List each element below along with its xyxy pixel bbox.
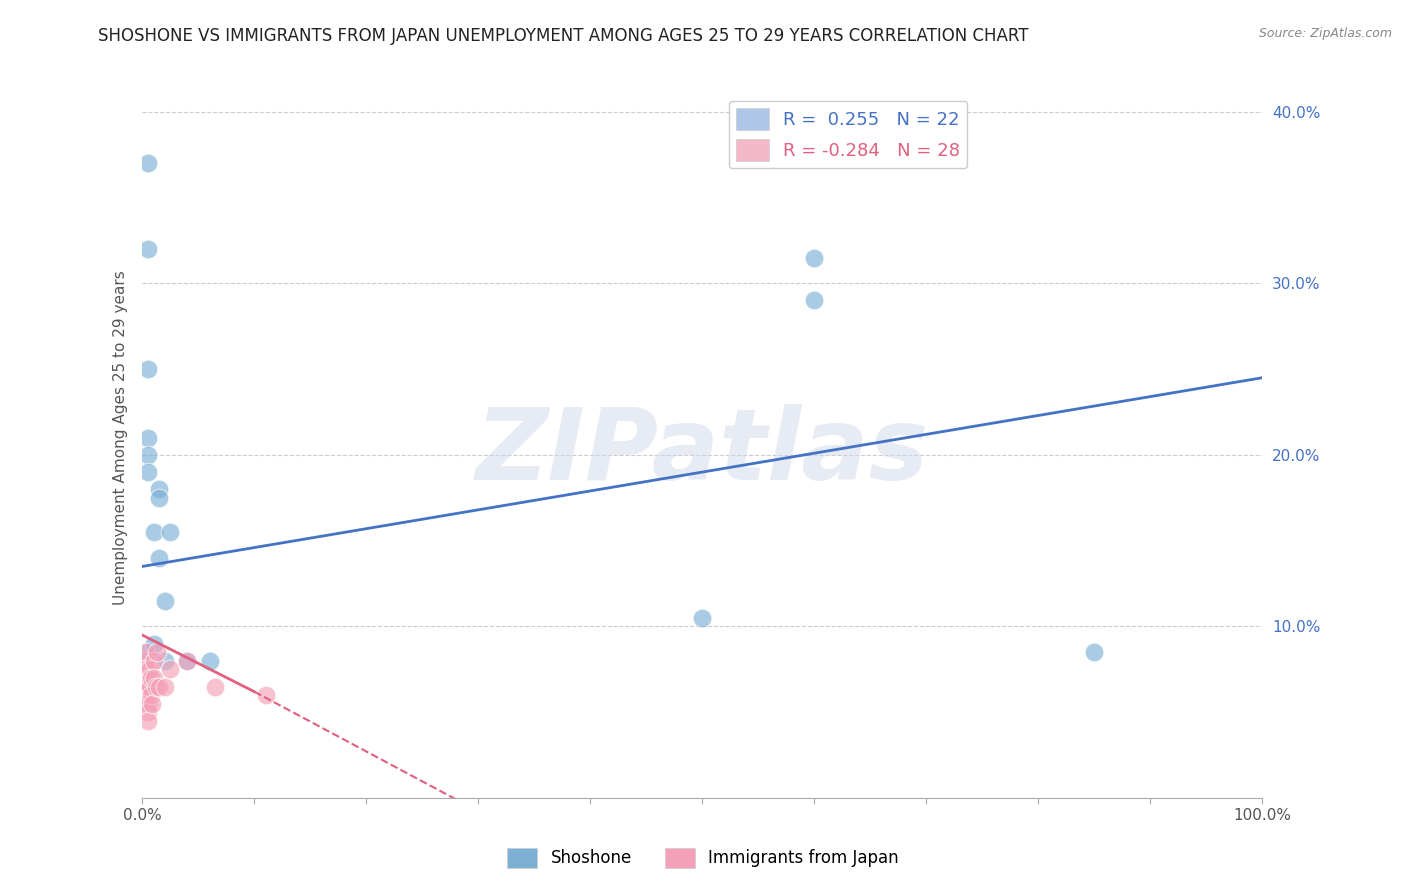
Point (134, 680, 156, 694)
Point (136, 680, 159, 694)
Point (136, 362, 159, 376)
Point (135, 662, 157, 676)
Point (136, 431, 159, 445)
Point (148, 550, 170, 565)
Point (159, 662, 181, 676)
Point (1083, 645, 1105, 659)
Legend: R =  0.255   N = 22, R = -0.284   N = 28: R = 0.255 N = 22, R = -0.284 N = 28 (728, 101, 967, 169)
Point (136, 706, 159, 720)
Point (146, 645, 169, 659)
Point (141, 671, 163, 685)
Point (142, 525, 165, 540)
Point (135, 680, 157, 694)
Point (134, 654, 156, 668)
Point (141, 688, 163, 702)
Legend: Shoshone, Immigrants from Japan: Shoshone, Immigrants from Japan (501, 841, 905, 875)
Point (204, 680, 226, 694)
Y-axis label: Unemployment Among Ages 25 to 29 years: Unemployment Among Ages 25 to 29 years (114, 270, 128, 605)
Point (136, 465, 159, 479)
Point (142, 671, 165, 685)
Point (153, 680, 176, 694)
Point (136, 448, 159, 462)
Point (136, 156, 159, 170)
Point (135, 645, 157, 659)
Point (153, 654, 176, 668)
Point (692, 611, 714, 625)
Point (135, 697, 157, 711)
Point (134, 662, 156, 676)
Point (136, 242, 159, 256)
Point (136, 697, 159, 711)
Point (153, 593, 176, 607)
Point (176, 654, 198, 668)
Point (139, 662, 162, 676)
Point (145, 680, 167, 694)
Point (136, 680, 159, 694)
Point (136, 714, 159, 728)
Point (142, 637, 165, 651)
Point (148, 482, 170, 496)
Point (139, 680, 162, 694)
Point (254, 688, 277, 702)
Point (136, 645, 159, 659)
Point (803, 293, 825, 308)
Point (198, 654, 221, 668)
Point (148, 491, 170, 505)
Point (141, 697, 163, 711)
Text: ZIPatlas: ZIPatlas (475, 404, 929, 500)
Point (148, 680, 170, 694)
Point (803, 251, 825, 265)
Point (159, 525, 181, 540)
Text: Source: ZipAtlas.com: Source: ZipAtlas.com (1258, 27, 1392, 40)
Text: SHOSHONE VS IMMIGRANTS FROM JAPAN UNEMPLOYMENT AMONG AGES 25 TO 29 YEARS CORRELA: SHOSHONE VS IMMIGRANTS FROM JAPAN UNEMPL… (98, 27, 1029, 45)
Point (142, 654, 165, 668)
Point (176, 654, 198, 668)
Point (134, 671, 156, 685)
Point (136, 671, 159, 685)
